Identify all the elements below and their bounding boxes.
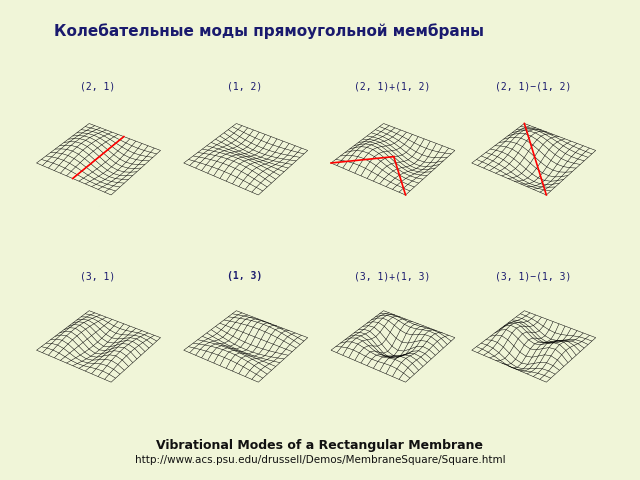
Text: (3, 1)−(1, 3): (3, 1)−(1, 3) <box>495 271 571 281</box>
Text: (1, 3): (1, 3) <box>227 271 262 281</box>
Text: (2, 1)+(1, 2): (2, 1)+(1, 2) <box>354 82 430 92</box>
Text: Колебательные моды прямоугольной мембраны: Колебательные моды прямоугольной мембран… <box>54 24 484 39</box>
Text: (1, 2): (1, 2) <box>227 82 262 92</box>
Text: http://www.acs.psu.edu/drussell/Demos/MembraneSquare/Square.html: http://www.acs.psu.edu/drussell/Demos/Me… <box>134 455 506 465</box>
Text: (3, 1)+(1, 3): (3, 1)+(1, 3) <box>354 271 430 281</box>
Text: (2, 1): (2, 1) <box>80 82 115 92</box>
Text: (2, 1)−(1, 2): (2, 1)−(1, 2) <box>495 82 571 92</box>
Text: Vibrational Modes of a Rectangular Membrane: Vibrational Modes of a Rectangular Membr… <box>157 439 483 452</box>
Text: (3, 1): (3, 1) <box>80 271 115 281</box>
